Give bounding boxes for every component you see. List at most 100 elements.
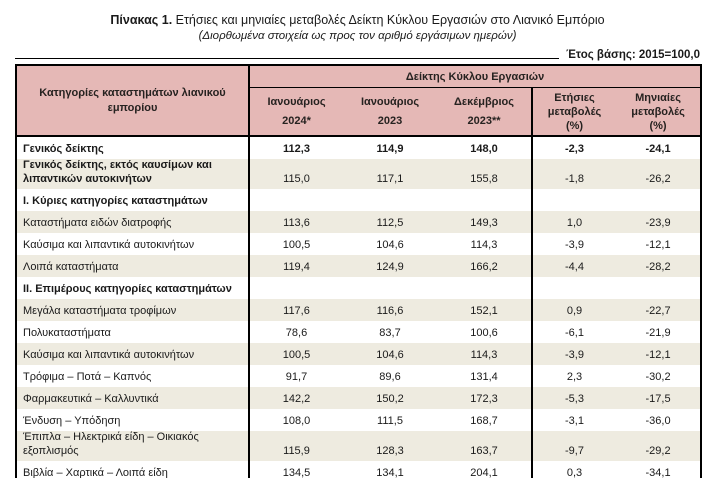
row-value <box>249 189 343 211</box>
column-header-dec-2023: Δεκέμβριος 2023** <box>437 87 533 137</box>
table-header: Κατηγορίες καταστημάτων λιανικού εμπορίο… <box>16 65 702 137</box>
row-label: Καταστήματα ειδών διατροφής <box>16 211 250 233</box>
row-value: -3,9 <box>565 238 584 251</box>
row-value: 112,5 <box>376 216 404 229</box>
row-value: 100,5 <box>282 348 311 361</box>
row-label: Βιβλία – Χαρτικά – Λοιπά είδη <box>16 461 250 478</box>
row-value: -34,1 <box>645 466 671 478</box>
column-header-jan-2023: Ιανουάριος 2023 <box>343 87 437 137</box>
row-value: 128,3 <box>376 444 404 457</box>
row-value: -4,4 <box>565 260 584 273</box>
row-value: 148,0 <box>437 136 533 159</box>
row-value <box>343 277 437 299</box>
row-label: Τρόφιμα – Ποτά – Καπνός <box>16 365 250 387</box>
base-year-row: Έτος βάσης: 2015=100,0 <box>15 49 700 61</box>
table-row: Γενικός δείκτης, εκτός καυσίμων και λιπα… <box>16 159 702 189</box>
table-body: Γενικός δείκτης 112,3 114,9 148,0 -2,3 -24,1 Γ… <box>16 136 702 478</box>
row-label: Μεγάλα καταστήματα τροφίμων <box>16 299 250 321</box>
section-label: ΙΙ. Επιμέρους κατηγορίες καταστημάτων <box>16 277 250 299</box>
row-value: 91,7 <box>285 370 308 383</box>
row-value: 100,5 <box>282 238 311 251</box>
row-value: 117,1 <box>376 172 404 185</box>
row-value: -5,3 <box>565 392 584 405</box>
page-title: Πίνακας 1. Ετήσιες και μηνιαίες μεταβολέ… <box>0 13 715 28</box>
row-value: -12,1 <box>645 348 671 361</box>
row-label: Γενικός δείκτης, εκτός καυσίμων και λιπα… <box>16 159 250 189</box>
row-value: 149,3 <box>437 211 533 233</box>
table-row: Φαρμακευτικά – Καλλυντικά 142,2 150,2 172,3… <box>16 387 702 409</box>
row-label: Φαρμακευτικά – Καλλυντικά <box>16 387 250 409</box>
horizontal-rule <box>15 58 560 59</box>
header-row-group: Κατηγορίες καταστημάτων λιανικού εμπορίο… <box>16 65 702 137</box>
row-value: 111,5 <box>377 414 403 427</box>
row-value: 112,3 <box>283 142 310 155</box>
row-label: Πολυκαταστήματα <box>16 321 250 343</box>
row-value <box>616 277 701 299</box>
table-row: Έπιπλα – Ηλεκτρικά είδη – Οικιακός εξοπλ… <box>16 431 702 461</box>
row-value: -1,8 <box>565 172 584 185</box>
row-value: -24,1 <box>645 142 671 155</box>
row-value: 114,3 <box>437 233 533 255</box>
row-value: 113,6 <box>283 216 310 229</box>
row-value <box>249 277 343 299</box>
row-value <box>437 277 533 299</box>
row-value: 83,7 <box>379 326 401 339</box>
row-label: Έπιπλα – Ηλεκτρικά είδη – Οικιακός εξοπλ… <box>16 431 250 461</box>
corner-header: Κατηγορίες καταστημάτων λιανικού εμπορίο… <box>16 65 250 137</box>
table-row: Γενικός δείκτης 112,3 114,9 148,0 -2,3 -24,1 <box>16 136 701 159</box>
row-value: 116,6 <box>376 304 404 317</box>
base-year-note: Έτος βάσης: 2015=100,0 <box>566 49 700 61</box>
row-value: 119,4 <box>283 260 310 273</box>
row-value: 0,3 <box>566 466 583 478</box>
row-label: Γενικός δείκτης <box>16 136 250 159</box>
row-value: 115,0 <box>283 172 310 185</box>
row-value <box>532 277 616 299</box>
section-row: Ι. Κύριες κατηγορίες καταστημάτων <box>16 189 701 211</box>
section-row: ΙΙ. Επιμέρους κατηγορίες καταστημάτων <box>16 277 701 299</box>
row-value: 163,7 <box>437 431 533 461</box>
header-row-columns: Ιανουάριος 2024* Ιανουάριος 2023 Δεκέμβρ… <box>16 87 702 137</box>
row-value: -23,9 <box>645 216 671 229</box>
row-value: -36,0 <box>645 414 671 427</box>
row-value: 104,6 <box>376 238 404 251</box>
row-value: 100,6 <box>437 321 533 343</box>
row-label: Λοιπά καταστήματα <box>16 255 250 277</box>
table-number: Πίνακας 1. <box>110 13 173 27</box>
table-row: Τρόφιμα – Ποτά – Καπνός 91,7 89,6 131,4 2,3 -… <box>16 365 701 387</box>
row-value: 114,3 <box>437 343 533 365</box>
row-value: -29,2 <box>645 444 671 457</box>
row-label: Καύσιμα και λιπαντικά αυτοκινήτων <box>16 233 250 255</box>
row-value: 2,3 <box>566 370 583 383</box>
row-value: 166,2 <box>437 255 533 277</box>
row-value: -21,9 <box>645 326 671 339</box>
row-value: 78,6 <box>285 326 308 339</box>
row-value <box>343 189 437 211</box>
row-value <box>437 189 533 211</box>
row-value: -3,9 <box>565 348 584 361</box>
row-value: 150,2 <box>376 392 404 405</box>
row-value: -28,2 <box>645 260 671 273</box>
column-header-jan-2024: Ιανουάριος 2024* <box>249 87 343 137</box>
table-row: Λοιπά καταστήματα 119,4 124,9 166,2 -4,4 -28,… <box>16 255 702 277</box>
row-value <box>532 189 616 211</box>
table-row: Βιβλία – Χαρτικά – Λοιπά είδη 134,5 134,1 2… <box>16 461 701 478</box>
column-header-monthly-change: Μηνιαίες μεταβολές (%) <box>616 87 702 137</box>
row-value: -6,1 <box>565 326 584 339</box>
page-subtitle: (Διορθωμένα στοιχεία ως προς τον αριθμό … <box>198 30 517 42</box>
row-value: 204,1 <box>437 461 533 478</box>
table-row: Πολυκαταστήματα 78,6 83,7 100,6 -6,1 -21,9 <box>16 321 701 343</box>
row-value: 142,2 <box>282 392 311 405</box>
row-value: 134,5 <box>282 466 311 478</box>
table-row: Μεγάλα καταστήματα τροφίμων 117,6 116,6 152… <box>16 299 702 321</box>
row-value: -22,7 <box>645 304 671 317</box>
table-row: Καύσιμα και λιπαντικά αυτοκινήτων 100,5 10… <box>16 343 702 365</box>
table-title-text: Ετήσιες και μηνιαίες μεταβολές Δείκτη Κύ… <box>172 13 605 27</box>
row-value: 124,9 <box>376 260 404 273</box>
row-value: -17,5 <box>645 392 671 405</box>
row-value: -3,1 <box>565 414 584 427</box>
table-row: Ένδυση – Υπόδηση 108,0 111,5 168,7 -3,1 -36,0 <box>16 409 701 431</box>
row-value: -30,2 <box>645 370 671 383</box>
turnover-index-table: Κατηγορίες καταστημάτων λιανικού εμπορίο… <box>15 64 703 478</box>
row-value: 115,9 <box>283 444 310 457</box>
